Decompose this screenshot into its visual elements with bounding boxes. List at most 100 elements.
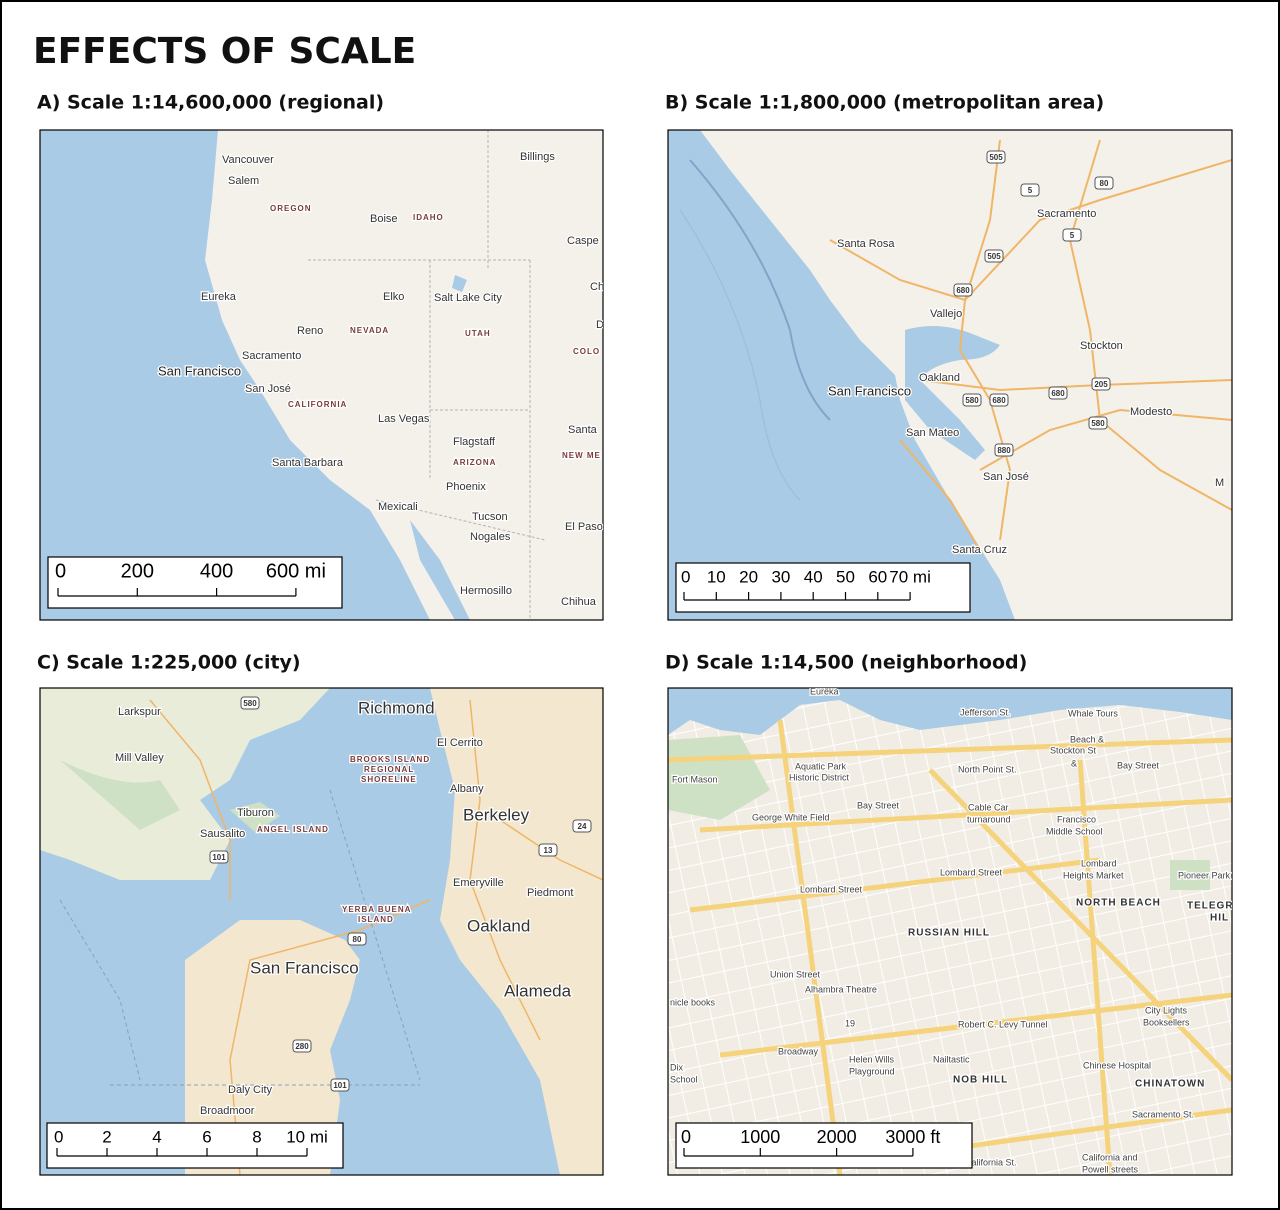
place-label: NEVADA xyxy=(350,326,389,335)
place-label: SHORELINE xyxy=(361,775,417,784)
place-label: Phoenix xyxy=(446,481,486,493)
highway-shield xyxy=(347,932,367,946)
place-label: Middle School xyxy=(1046,826,1103,836)
place-label: Booksellers xyxy=(1143,1017,1190,1027)
place-label: Beach & xyxy=(1070,734,1104,744)
place-label: Lombard Street xyxy=(800,884,863,894)
place-label: Broadmoor xyxy=(200,1105,255,1117)
place-label: Pioneer Park xyxy=(1178,870,1231,880)
place-label: San José xyxy=(983,471,1029,483)
highway-number: 80 xyxy=(353,935,362,944)
highway-number: 505 xyxy=(989,153,1003,162)
highway-number: 580 xyxy=(965,396,979,405)
highway-shield xyxy=(292,1039,312,1053)
place-label: Vancouver xyxy=(222,154,274,166)
panel-title: C) Scale 1:225,000 (city) xyxy=(37,652,301,674)
place-label: Salt Lake City xyxy=(434,292,502,304)
place-label: Santa xyxy=(568,424,598,436)
place-label: Santa Rosa xyxy=(837,238,895,250)
panel-title: B) Scale 1:1,800,000 (metropolitan area) xyxy=(665,92,1104,114)
place-label: Billings xyxy=(520,151,555,163)
place-label: San Francisco xyxy=(250,958,359,977)
place-label: Robert C. Levy Tunnel xyxy=(958,1019,1048,1029)
highway-shield xyxy=(984,249,1004,263)
place-label: Mexicali xyxy=(378,501,418,513)
place-label: CALIFORNIA xyxy=(288,400,347,409)
map-labels: Sacramento Santa Rosa Vallejo Stockton Oakla… xyxy=(827,150,1225,557)
highway-shield xyxy=(962,393,982,407)
panel-title: D) Scale 1:14,500 (neighborhood) xyxy=(665,652,1027,674)
place-label: CHINATOWN xyxy=(1135,1079,1205,1090)
highway-number: 24 xyxy=(578,822,587,831)
highway-number: 13 xyxy=(544,846,553,855)
place-label: Stockton St xyxy=(1050,745,1097,755)
scale-bar-label: 40 xyxy=(804,567,823,586)
place-label: Lombard Street xyxy=(940,867,1003,877)
place-label: Alhambra Theatre xyxy=(805,984,877,994)
place-label: Jefferson St. xyxy=(960,707,1010,717)
place-label: Elko xyxy=(383,291,404,303)
place-label: BROOKS ISLAND xyxy=(350,755,430,764)
highway-shield xyxy=(1048,386,1068,400)
place-label: Sacramento St. xyxy=(1132,1109,1194,1119)
highway-shield xyxy=(330,1078,350,1092)
highway-number: 101 xyxy=(333,1081,347,1090)
place-label: ISLAND xyxy=(358,915,394,924)
scale-bar-label: 6 xyxy=(202,1127,211,1146)
place-label: Powell streets xyxy=(1082,1164,1139,1174)
place-label: North Point St. xyxy=(958,764,1017,774)
highway-shield xyxy=(240,696,260,710)
map-frame xyxy=(39,129,604,621)
highway-shield xyxy=(209,850,229,864)
place-label: Reno xyxy=(297,325,323,337)
highway-number: 205 xyxy=(1094,380,1108,389)
place-label: Bay Street xyxy=(1117,760,1160,770)
place-label: Francisco xyxy=(1057,814,1096,824)
place-label: Stockton xyxy=(1080,340,1123,352)
place-label: TELEGR xyxy=(1187,901,1234,912)
highway-number: 580 xyxy=(243,699,257,708)
highway-number: 80 xyxy=(1100,179,1109,188)
place-label: Playground xyxy=(849,1066,895,1076)
place-label: NORTH BEACH xyxy=(1076,898,1161,909)
place-label: Eureka xyxy=(810,686,839,696)
place-label: City Lights xyxy=(1145,1005,1188,1015)
place-label: nicle books xyxy=(670,997,716,1007)
map-frame xyxy=(39,687,604,1176)
place-label: UTAH xyxy=(465,329,491,338)
map-labels: Vancouver Salem OREGON Billings Boise IDAHO Ca… xyxy=(157,150,604,610)
place-label: RUSSIAN HILL xyxy=(908,928,990,939)
place-label: Sacramento xyxy=(1037,208,1096,220)
place-label: El Cerrito xyxy=(437,737,483,749)
highway-shield xyxy=(986,150,1006,164)
place-label: Daly City xyxy=(228,1084,273,1096)
highway-number: 5 xyxy=(1070,231,1075,240)
place-label: Berkeley xyxy=(463,805,530,824)
place-label: Historic District xyxy=(789,772,849,782)
place-label: El Paso xyxy=(565,521,603,533)
map-frame xyxy=(667,687,1233,1176)
scale-bar-label: 8 xyxy=(252,1127,261,1146)
place-label: Aquatic Park xyxy=(795,761,847,771)
scale-bar-box xyxy=(675,562,971,613)
place-label: San José xyxy=(245,383,291,395)
scale-bar-label: 0 xyxy=(54,1127,63,1146)
place-label: Santa Barbara xyxy=(272,457,344,469)
highway-shield xyxy=(953,283,973,297)
scale-bar-label: 1000 xyxy=(740,1127,780,1147)
highway-number: 101 xyxy=(212,853,226,862)
place-label: REGIONAL xyxy=(364,765,414,774)
map-frame xyxy=(667,129,1233,621)
scale-bar-label: 2 xyxy=(102,1127,111,1146)
place-label: ARIZONA xyxy=(453,458,496,467)
scale-bar-label: 200 xyxy=(121,560,154,582)
place-label: Nailtastic xyxy=(933,1054,970,1064)
map-c xyxy=(40,688,603,1175)
place-label: Helen Wills xyxy=(849,1054,895,1064)
panel-title: A) Scale 1:14,600,000 (regional) xyxy=(37,92,384,114)
place-label: D xyxy=(596,319,604,331)
scale-bar-label: 10 mi xyxy=(286,1127,328,1146)
place-label: Ch xyxy=(590,281,604,293)
highway-shield xyxy=(1091,377,1111,391)
place-label: Alameda xyxy=(504,981,572,1000)
